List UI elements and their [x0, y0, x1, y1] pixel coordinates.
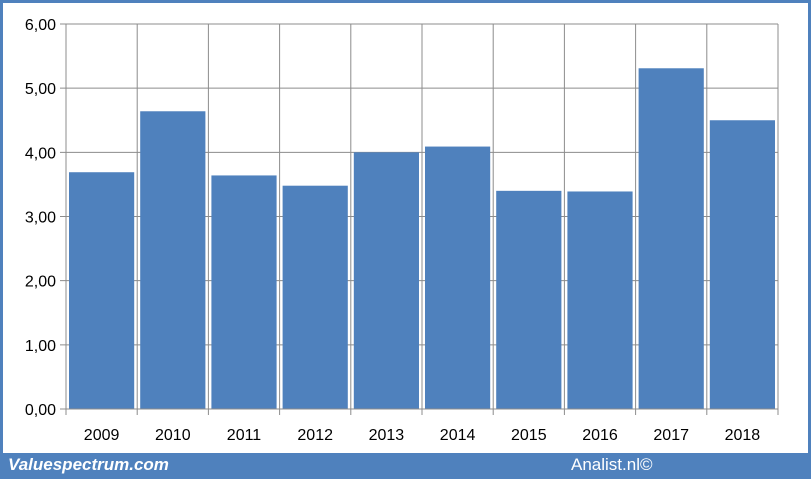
bar-2011: [211, 175, 277, 409]
y-tick-label: 3,00: [25, 210, 56, 227]
y-tick-label: 2,00: [25, 274, 56, 291]
x-tick-label: 2009: [84, 427, 120, 444]
bar-2009: [69, 172, 135, 409]
chart-panel: 0,00 1,00 2,00 3,00 4,00 5,00 6,00 2009 2010 2011…: [3, 3, 808, 453]
y-tick-label: 1,00: [25, 338, 56, 355]
x-tick-label: 2015: [511, 427, 547, 444]
bar-2013: [353, 152, 419, 410]
copyright-label: Analist.nl©: [571, 455, 653, 474]
x-tick-label: 2016: [582, 427, 618, 444]
x-tick-label: 2014: [440, 427, 476, 444]
source-label: Valuespectrum.com: [8, 455, 169, 474]
x-tick-label: 2010: [155, 427, 191, 444]
bar-2012: [282, 185, 348, 409]
bar-2014: [425, 146, 491, 409]
x-tick-label: 2011: [227, 427, 262, 444]
bar-2017: [638, 68, 704, 410]
bar-2018: [709, 120, 775, 409]
bar-2016: [567, 191, 633, 409]
x-tick-label: 2017: [653, 427, 689, 444]
y-tick-label: 0,00: [25, 402, 56, 419]
y-tick-label: 6,00: [25, 17, 56, 34]
bar-chart: 0,00 1,00 2,00 3,00 4,00 5,00 6,00 2009 2010 2011…: [25, 17, 779, 444]
x-tick-label: 2018: [725, 427, 761, 444]
y-tick-label: 5,00: [25, 81, 56, 98]
x-tick-label: 2012: [297, 427, 333, 444]
x-tick-label: 2013: [369, 427, 405, 444]
bar-2010: [140, 111, 206, 410]
bar-2015: [496, 190, 562, 409]
y-tick-label: 4,00: [25, 145, 56, 162]
